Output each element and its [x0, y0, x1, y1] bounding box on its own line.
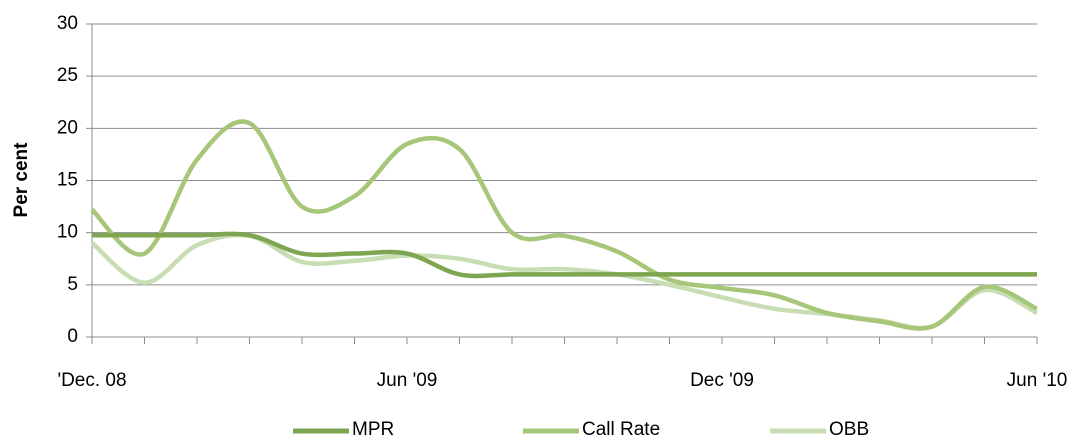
y-tick-label: 20	[57, 117, 78, 138]
legend-label: Call Rate	[582, 419, 660, 439]
legend-label: MPR	[352, 419, 394, 439]
y-tick-label: 5	[67, 274, 78, 295]
y-tick-label: 25	[57, 65, 78, 86]
y-axis-label: Per cent	[11, 142, 32, 218]
y-tick-label: 15	[57, 170, 78, 191]
y-tick-label: 30	[57, 13, 78, 34]
x-tick-label: Jun '10	[1007, 370, 1068, 391]
series-line	[90, 119, 1039, 331]
y-tick-label: 0	[67, 326, 78, 347]
legend-label: OBB	[829, 419, 869, 439]
series-line	[90, 232, 1039, 331]
x-tick-label: Dec '09	[690, 370, 754, 391]
x-tick-label: Jun '09	[377, 370, 438, 391]
series-line	[92, 231, 1037, 279]
y-tick-label: 10	[57, 222, 78, 243]
x-tick-label: 'Dec. 08	[57, 370, 126, 391]
